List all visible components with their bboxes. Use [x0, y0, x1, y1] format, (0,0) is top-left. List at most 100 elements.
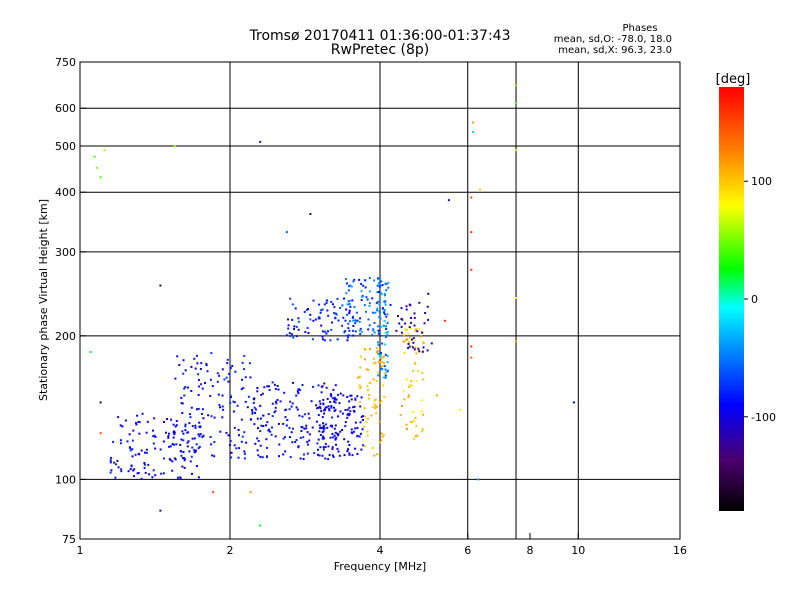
- data-point: [334, 397, 337, 400]
- x-tick-label: 8: [527, 544, 534, 557]
- data-point: [162, 457, 165, 460]
- data-point: [411, 421, 414, 424]
- data-point: [415, 380, 418, 383]
- data-point: [117, 466, 120, 469]
- data-point: [423, 322, 426, 325]
- data-point: [285, 231, 288, 234]
- chart-subtitle: RwPretec (8p): [331, 42, 429, 58]
- data-point: [407, 396, 410, 398]
- data-point: [383, 395, 386, 398]
- data-point: [197, 394, 200, 396]
- data-point: [254, 411, 256, 414]
- data-point: [383, 311, 385, 314]
- data-point: [343, 297, 345, 300]
- data-point: [427, 318, 430, 321]
- data-point: [198, 445, 201, 448]
- data-point: [412, 337, 415, 340]
- data-point: [274, 388, 277, 390]
- data-point: [332, 436, 335, 439]
- data-point: [179, 477, 182, 480]
- data-point: [347, 289, 350, 292]
- data-point: [377, 300, 380, 303]
- data-point: [354, 322, 357, 325]
- data-point: [309, 318, 312, 321]
- data-point: [260, 424, 263, 427]
- data-point: [408, 345, 411, 348]
- data-point: [385, 371, 388, 374]
- data-point: [335, 398, 338, 401]
- data-point: [302, 458, 305, 460]
- data-point: [354, 427, 357, 430]
- data-point: [384, 303, 387, 306]
- data-point: [226, 358, 229, 361]
- data-point: [110, 469, 113, 472]
- data-point: [259, 430, 262, 433]
- data-point: [244, 400, 247, 403]
- x-axis-ticks: 1 2 4 6 8 10 16: [77, 533, 687, 557]
- data-point: [384, 292, 387, 295]
- data-point: [373, 322, 376, 324]
- x-tick-label: 4: [377, 544, 384, 557]
- data-point: [321, 330, 324, 333]
- data-point: [204, 381, 206, 384]
- data-point: [353, 278, 356, 281]
- data-point: [181, 465, 184, 468]
- data-point: [330, 406, 333, 409]
- data-point: [312, 319, 315, 322]
- data-point: [377, 352, 380, 355]
- data-point: [384, 353, 387, 356]
- data-point: [253, 397, 256, 400]
- data-point: [389, 303, 392, 306]
- data-point: [319, 311, 322, 314]
- data-point: [412, 369, 415, 372]
- data-point: [318, 424, 321, 427]
- data-point: [412, 346, 415, 349]
- data-point: [256, 387, 259, 389]
- data-point: [365, 310, 367, 313]
- data-point: [137, 421, 140, 423]
- data-point: [260, 393, 263, 396]
- data-point: [175, 424, 178, 427]
- data-point: [363, 279, 366, 282]
- data-point: [276, 399, 279, 401]
- data-point: [257, 440, 260, 442]
- data-point: [312, 385, 314, 388]
- data-point: [227, 434, 230, 437]
- y-tick-label: 75: [62, 533, 76, 546]
- data-point: [373, 279, 376, 282]
- data-point: [175, 443, 178, 446]
- data-point: [346, 334, 349, 337]
- data-point: [387, 281, 390, 284]
- data-point: [430, 342, 433, 345]
- data-point: [169, 445, 172, 448]
- data-point: [254, 442, 257, 445]
- data-point: [282, 453, 285, 456]
- data-point: [286, 419, 289, 421]
- data-point: [194, 426, 197, 429]
- data-point: [364, 286, 367, 289]
- data-point: [316, 442, 319, 445]
- data-point: [354, 447, 356, 450]
- data-point: [415, 425, 418, 428]
- x-axis-label: Frequency [MHz]: [334, 560, 426, 573]
- data-point: [159, 284, 162, 287]
- data-point: [360, 290, 363, 293]
- data-point: [459, 408, 462, 411]
- data-point: [408, 326, 411, 329]
- data-point: [359, 333, 362, 335]
- data-point: [400, 317, 403, 320]
- data-point: [346, 396, 349, 398]
- data-point: [410, 384, 413, 387]
- data-point: [375, 412, 378, 415]
- data-point: [287, 327, 290, 330]
- data-point: [360, 448, 363, 451]
- data-point: [380, 400, 383, 403]
- data-point: [179, 444, 182, 446]
- data-point: [315, 420, 318, 423]
- data-point: [347, 300, 350, 303]
- data-point: [370, 414, 373, 417]
- data-point: [359, 405, 362, 408]
- data-point: [171, 460, 174, 463]
- data-point: [137, 472, 140, 474]
- data-point: [246, 406, 249, 409]
